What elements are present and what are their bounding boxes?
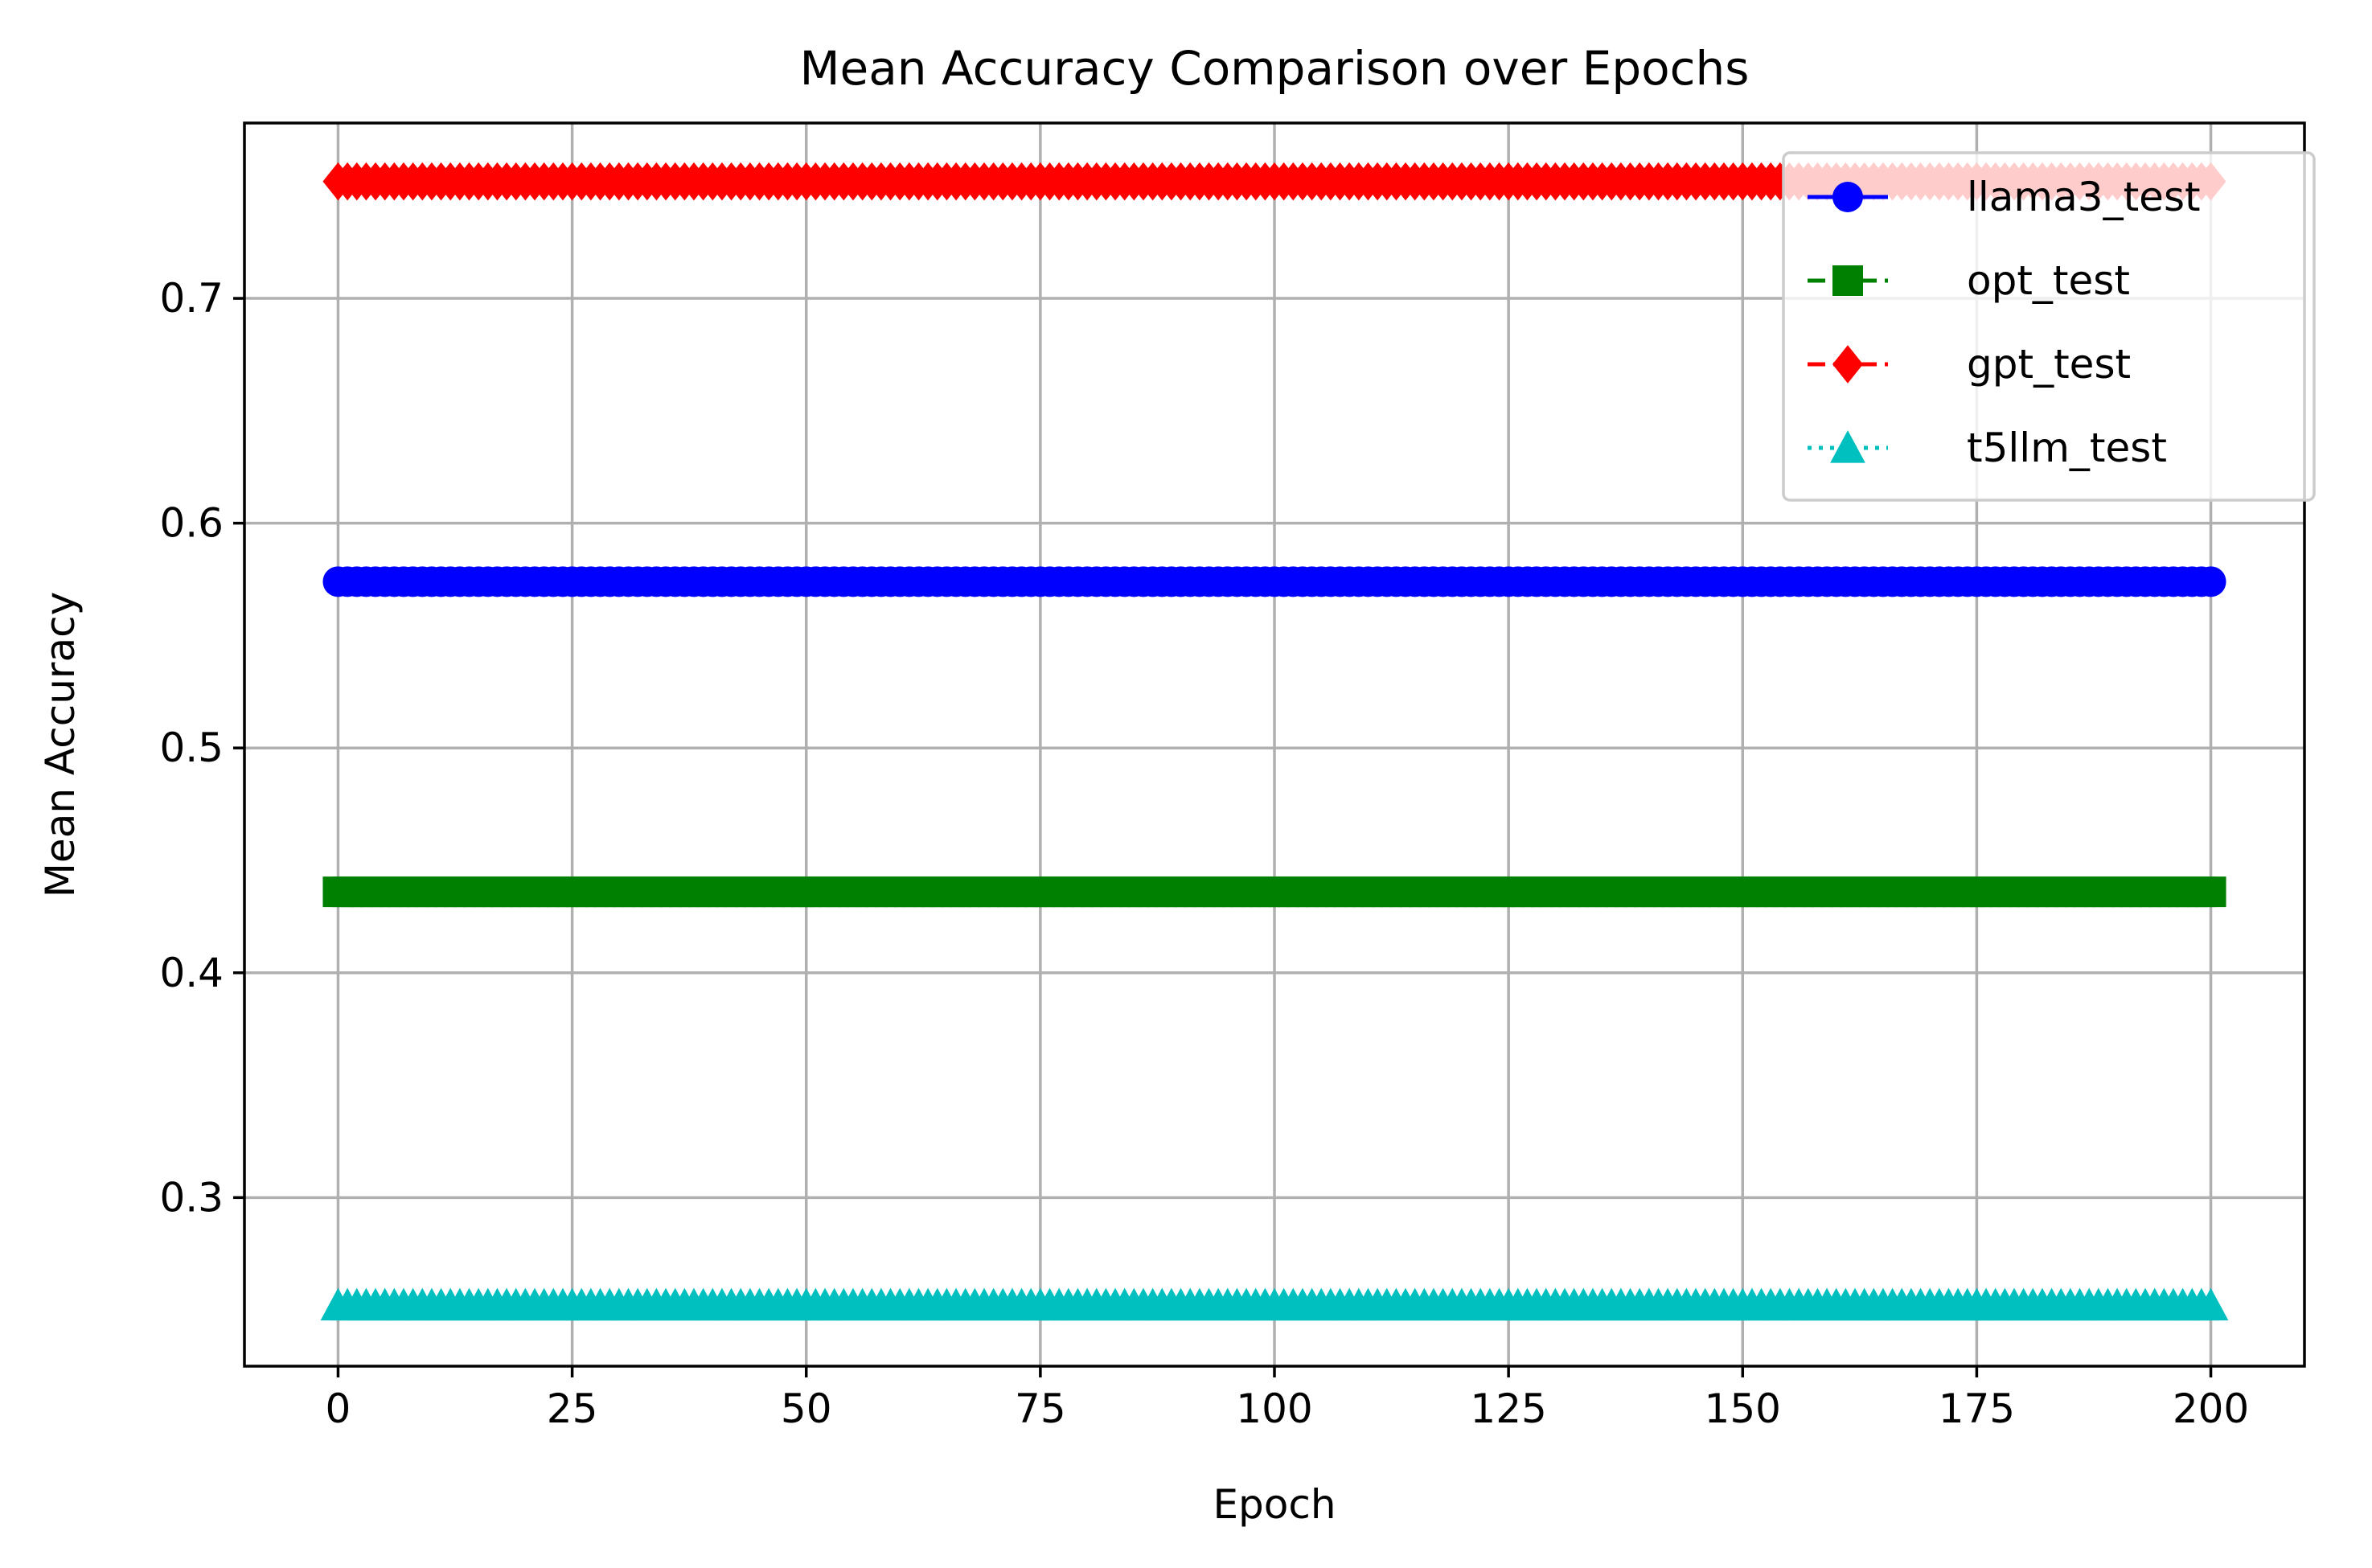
- y-tick-label: 0.3: [159, 1174, 224, 1221]
- legend-label: t5llm_test: [1967, 425, 2167, 471]
- data-point: [2195, 876, 2226, 908]
- data-point: [2193, 1287, 2229, 1321]
- x-tick-label: 50: [781, 1385, 832, 1432]
- legend-entry-t5llm_test: t5llm_test: [1808, 425, 2167, 471]
- legend-label: gpt_test: [1967, 341, 2131, 388]
- x-tick-label: 25: [547, 1385, 598, 1432]
- legend-entry-gpt_test: gpt_test: [1808, 341, 2131, 388]
- legend-marker: [1832, 345, 1863, 384]
- legend-marker: [1832, 182, 1863, 212]
- y-tick-label: 0.7: [159, 275, 224, 322]
- series-opt_test: [322, 876, 2226, 908]
- legend-entry-llama3_test: llama3_test: [1808, 174, 2201, 220]
- x-tick-label: 100: [1236, 1385, 1312, 1432]
- x-tick-label: 75: [1015, 1385, 1066, 1432]
- grid: [244, 123, 2304, 1366]
- y-tick-label: 0.4: [159, 950, 224, 996]
- x-tick-label: 200: [2173, 1385, 2249, 1432]
- legend-entry-opt_test: opt_test: [1808, 257, 2130, 304]
- y-tick-label: 0.6: [159, 500, 224, 547]
- ticks: 0 25 50 75 100 125 150 175 200 0.3 0.4 0.5 0.6 0.7: [159, 275, 2249, 1432]
- data-point: [2195, 566, 2226, 597]
- y-axis-label: Mean Accuracy: [37, 592, 84, 897]
- y-tick-label: 0.5: [159, 724, 224, 771]
- legend-label: llama3_test: [1967, 174, 2201, 220]
- x-axis-label: Epoch: [1213, 1481, 1336, 1528]
- x-tick-label: 0: [326, 1385, 351, 1432]
- legend: llama3_test opt_test gpt_test t5llm_test: [1782, 151, 2316, 502]
- series-t5llm_test: [320, 1287, 2229, 1321]
- x-tick-label: 150: [1705, 1385, 1781, 1432]
- legend-label: opt_test: [1967, 257, 2130, 304]
- series-llama3_test: [322, 566, 2226, 597]
- x-tick-label: 125: [1470, 1385, 1546, 1432]
- x-tick-label: 175: [1939, 1385, 2015, 1432]
- legend-marker: [1832, 265, 1863, 296]
- chart-title: Mean Accuracy Comparison over Epochs: [800, 41, 1750, 96]
- legend-box: [1782, 151, 2316, 502]
- legend-marker: [1830, 430, 1865, 463]
